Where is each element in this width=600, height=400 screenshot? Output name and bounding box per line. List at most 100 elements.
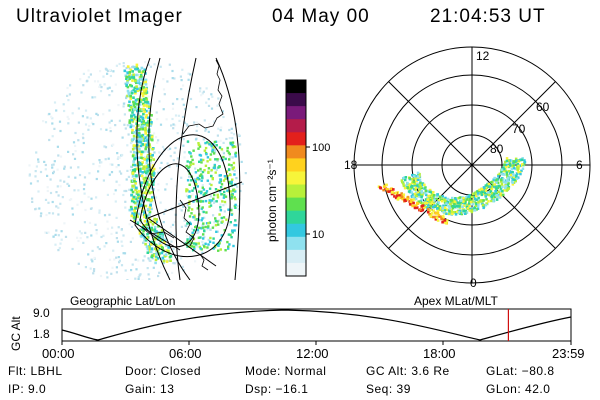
polar-aurora-speck (492, 194, 495, 197)
aurora-speck (146, 183, 149, 186)
aurora-speck (148, 143, 151, 146)
aurora-speck (138, 136, 142, 140)
noise-speck (99, 161, 102, 164)
noise-speck (67, 122, 70, 125)
aurora-speck (202, 158, 205, 162)
aurora-speck (148, 177, 152, 180)
aurora-speck (206, 160, 209, 163)
noise-speck (89, 207, 93, 210)
aurora-speck (200, 227, 203, 230)
polar-aurora-speck (413, 177, 416, 180)
polar-aurora-speck (490, 185, 494, 188)
noise-speck (77, 189, 80, 192)
aurora-speck (218, 213, 221, 216)
aurora-speck (197, 143, 201, 147)
noise-speck (68, 198, 71, 202)
aurora-speck (201, 170, 205, 174)
aurora-speck (144, 132, 148, 135)
polar-aurora-speck (502, 173, 506, 176)
noise-speck (221, 150, 224, 153)
aurora-speck (207, 243, 210, 246)
polar-bright-speck (406, 197, 410, 201)
polar-aurora-speck (406, 181, 409, 185)
aurora-speck (218, 146, 222, 149)
polar-aurora-speck (475, 198, 478, 201)
noise-speck (57, 249, 60, 252)
aurora-speck (140, 138, 143, 141)
noise-speck (110, 144, 114, 147)
aurora-speck (150, 191, 153, 194)
seq-readout: Seq: 39 (366, 382, 411, 396)
noise-speck (123, 252, 127, 255)
polar-aurora-speck (418, 183, 421, 187)
aurora-speck (130, 106, 133, 109)
polar-aurora-speck (448, 200, 451, 203)
aurora-speck (133, 168, 137, 171)
noise-speck (106, 72, 109, 75)
door-readout: Door: Closed (125, 364, 202, 378)
polar-aurora-speck (473, 192, 477, 195)
noise-speck (197, 240, 200, 243)
polar-aurora-speck (508, 172, 512, 175)
aurora-speck (201, 226, 205, 229)
polar-aurora-speck (485, 202, 488, 205)
noise-speck (176, 157, 179, 160)
noise-speck (217, 127, 220, 130)
noise-speck (136, 204, 139, 208)
noise-speck (175, 185, 178, 188)
aurora-speck (197, 147, 200, 150)
noise-speck (56, 185, 59, 188)
aurora-speck (195, 183, 198, 186)
noise-speck (74, 176, 77, 179)
aurora-speck (151, 172, 154, 176)
noise-speck (142, 241, 145, 244)
polar-aurora-speck (415, 193, 418, 196)
noise-speck (201, 184, 204, 187)
aurora-speck (169, 259, 172, 262)
noise-speck (164, 188, 167, 191)
noise-speck (98, 211, 101, 214)
polar-aurora-speck (455, 203, 459, 207)
noise-speck (213, 221, 216, 224)
aurora-speck (211, 150, 214, 153)
aurora-speck (137, 117, 140, 121)
noise-speck (35, 151, 38, 154)
aurora-speck (136, 103, 139, 106)
polar-aurora-speck (491, 183, 495, 187)
polar-aurora-speck (495, 187, 498, 190)
noise-speck (185, 123, 189, 126)
mlt-label-18: 18 (344, 158, 358, 172)
polar-aurora-speck (419, 199, 423, 203)
aurora-speck (151, 222, 155, 226)
polar-aurora-speck (495, 198, 499, 201)
polar-aurora-speck (450, 201, 453, 204)
noise-speck (62, 103, 65, 106)
aurora-speck (132, 137, 136, 140)
noise-speck (116, 152, 119, 155)
noise-speck (98, 209, 101, 212)
aurora-speck (139, 82, 143, 86)
noise-speck (63, 109, 66, 113)
noise-speck (99, 128, 103, 131)
aurora-speck (157, 225, 160, 228)
aurora-speck (200, 161, 203, 164)
polar-aurora-speck (418, 178, 422, 182)
aurora-speck (186, 160, 189, 163)
aurora-speck (160, 231, 164, 235)
aurora-speck (234, 155, 237, 158)
noise-speck (162, 261, 165, 264)
aurora-speck (188, 206, 191, 209)
aurora-speck (223, 175, 227, 178)
polar-aurora-speck (504, 169, 508, 172)
polar-aurora-speck (419, 181, 422, 185)
aurora-speck (134, 98, 138, 102)
aurora-speck (204, 242, 207, 245)
polar-aurora-speck (495, 196, 499, 200)
polar-aurora-speck (507, 159, 510, 162)
aurora-speck (185, 164, 188, 168)
aurora-speck (155, 218, 158, 221)
aurora-speck (228, 243, 231, 246)
aurora-speck (223, 190, 226, 194)
aurora-speck (221, 200, 224, 203)
aurora-speck (153, 217, 156, 221)
